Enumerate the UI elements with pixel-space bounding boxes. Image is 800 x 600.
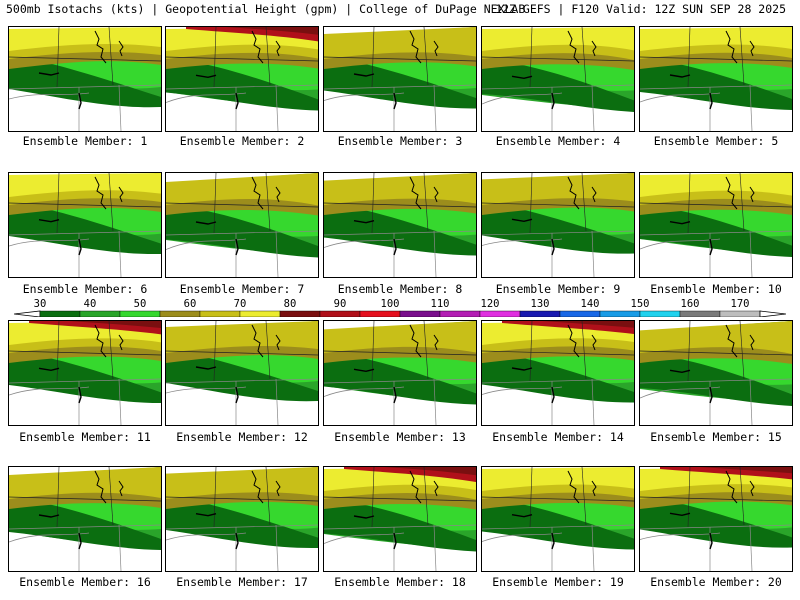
colorbar-arrow-right: [759, 310, 786, 317]
colorbar-label: 70: [233, 298, 247, 310]
member-caption: Ensemble Member: 2: [179, 134, 305, 148]
colorbar-swatch: [119, 310, 161, 317]
colorbar-label: 40: [83, 298, 97, 310]
member-caption: Ensemble Member: 11: [19, 430, 151, 444]
member-caption: Ensemble Member: 20: [650, 575, 782, 589]
ensemble-member-map: [8, 172, 162, 278]
member-caption: Ensemble Member: 12: [176, 430, 308, 444]
member-caption: Ensemble Member: 4: [495, 134, 621, 148]
colorbar-label: 90: [333, 298, 347, 310]
member-caption: Ensemble Member: 3: [337, 134, 463, 148]
ensemble-member-map: [165, 172, 319, 278]
colorbar-swatch: [679, 310, 721, 317]
member-caption: Ensemble Member: 14: [492, 430, 624, 444]
ensemble-member-map: [165, 466, 319, 572]
member-caption: Ensemble Member: 19: [492, 575, 624, 589]
map-header-right: 12Z GEFS | F120 Valid: 12Z SUN SEP 28 20…: [495, 2, 786, 16]
colorbar-swatch: [479, 310, 521, 317]
ensemble-member-map: [323, 172, 477, 278]
member-caption: Ensemble Member: 9: [495, 282, 621, 296]
member-caption: Ensemble Member: 1: [22, 134, 148, 148]
colorbar-swatch: [239, 310, 281, 317]
ensemble-member-map: [481, 172, 635, 278]
colorbar-swatch: [79, 310, 121, 317]
colorbar-swatch: [359, 310, 401, 317]
colorbar-label: 100: [380, 298, 400, 310]
colorbar-label: 140: [580, 298, 600, 310]
ensemble-member-map: [165, 26, 319, 132]
member-caption: Ensemble Member: 15: [650, 430, 782, 444]
colorbar-label: 160: [680, 298, 700, 310]
member-caption: Ensemble Member: 17: [176, 575, 308, 589]
ensemble-member-map: [165, 320, 319, 426]
colorbar-swatch: [439, 310, 481, 317]
colorbar-label: 30: [33, 298, 47, 310]
member-caption: Ensemble Member: 7: [179, 282, 305, 296]
ensemble-member-map: [639, 466, 793, 572]
ensemble-member-map: [481, 320, 635, 426]
colorbar-arrow-left: [14, 310, 41, 317]
colorbar-swatch: [319, 310, 361, 317]
colorbar-swatch: [599, 310, 641, 317]
member-caption: Ensemble Member: 5: [653, 134, 779, 148]
colorbar-swatch: [39, 310, 81, 317]
ensemble-member-map: [481, 26, 635, 132]
member-caption: Ensemble Member: 8: [337, 282, 463, 296]
member-caption: Ensemble Member: 10: [650, 282, 782, 296]
ensemble-member-map: [323, 320, 477, 426]
member-caption: Ensemble Member: 6: [22, 282, 148, 296]
colorbar-label: 110: [430, 298, 450, 310]
colorbar-swatch: [199, 310, 241, 317]
ensemble-member-map: [8, 26, 162, 132]
colorbar: [14, 310, 786, 317]
colorbar-swatch: [639, 310, 681, 317]
colorbar-label: 170: [730, 298, 750, 310]
ensemble-member-map: [323, 466, 477, 572]
ensemble-member-map: [639, 26, 793, 132]
member-caption: Ensemble Member: 18: [334, 575, 466, 589]
colorbar-swatch: [159, 310, 201, 317]
colorbar-label: 150: [630, 298, 650, 310]
colorbar-label: 50: [133, 298, 147, 310]
colorbar-swatch: [279, 310, 321, 317]
member-caption: Ensemble Member: 13: [334, 430, 466, 444]
colorbar-swatch: [559, 310, 601, 317]
ensemble-member-map: [8, 466, 162, 572]
colorbar-label: 80: [283, 298, 297, 310]
colorbar-swatch: [399, 310, 441, 317]
ensemble-member-map: [323, 26, 477, 132]
map-header-left: 500mb Isotachs (kts) | Geopotential Heig…: [6, 2, 526, 16]
colorbar-label: 60: [183, 298, 197, 310]
ensemble-member-map: [481, 466, 635, 572]
member-caption: Ensemble Member: 16: [19, 575, 151, 589]
ensemble-member-map: [639, 172, 793, 278]
colorbar-swatch: [519, 310, 561, 317]
colorbar-label: 130: [530, 298, 550, 310]
ensemble-member-map: [8, 320, 162, 426]
colorbar-swatch: [719, 310, 761, 317]
colorbar-label: 120: [480, 298, 500, 310]
ensemble-member-map: [639, 320, 793, 426]
